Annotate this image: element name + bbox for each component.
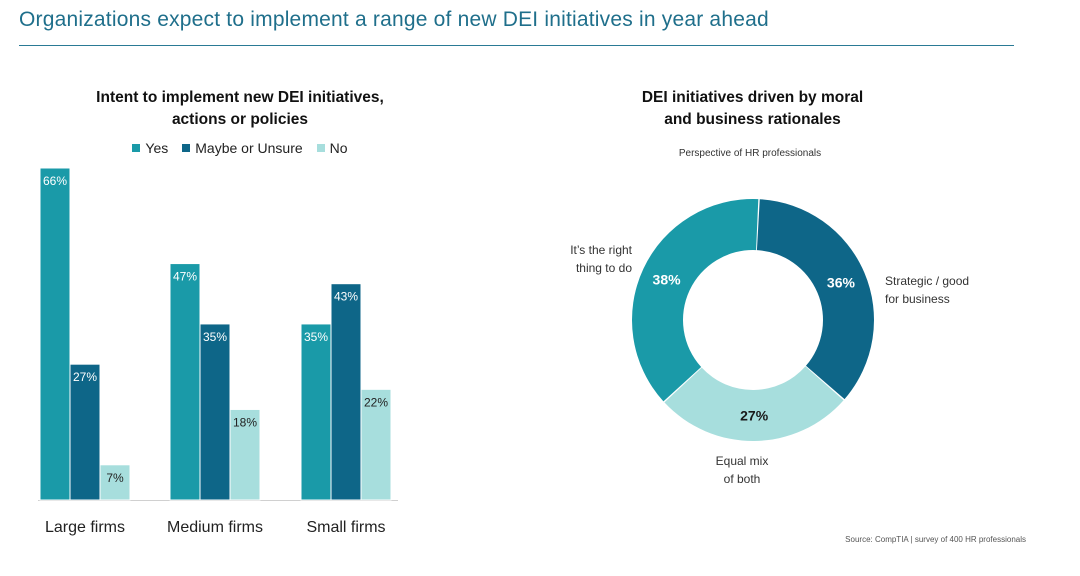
donut-slice-it-s-the-right-thing-to-do [632,199,759,402]
donut-callout-equal-mix-of-both-line-2: of both [724,472,761,486]
donut-chart-title-line-2: and business rationales [664,111,841,128]
category-label-small-firms: Small firms [306,519,385,536]
bar-medium-firms-no [229,408,261,501]
legend-swatch-maybe [182,144,191,152]
bar-small-firms-no [360,388,392,501]
source-note: Source: CompTIA | survey of 400 HR profe… [845,535,1026,544]
donut-chart-title-line-1: DEI initiatives driven by moral [641,89,864,106]
bar-large-firms-maybe-or-unsure [69,363,101,501]
donut-value-label-equal-mix-of-both: 27% [740,407,769,423]
category-label-medium-firms: Medium firms [167,519,263,536]
bar-value-label-large-firms-maybe-or-unsure: 27% [73,370,97,384]
legend-item-maybe: Maybe or Unsure [182,140,303,156]
legend-swatch-yes [132,144,141,152]
donut-callout-it-s-the-right-thing-to-do-line-2: thing to do [576,261,632,275]
bar-chart-title-line-2: actions or policies [171,111,309,128]
legend-item-no: No [316,140,348,156]
bar-small-firms-maybe-or-unsure [330,283,362,501]
bar-value-label-large-firms-yes: 66% [43,174,67,188]
category-label-large-firms: Large firms [45,519,125,536]
donut-slice-equal-mix-of-both [664,366,844,441]
bar-value-label-medium-firms-maybe-or-unsure: 35% [203,330,227,344]
donut-callout-strategic-good-for-business-line-1: Strategic / good [885,274,969,288]
donut-chart-subtitle: Perspective of HR professionals [678,148,822,159]
bar-value-label-medium-firms-no: 18% [233,415,257,429]
bar-chart-legend: Yes Maybe or Unsure No [100,140,380,156]
bar-small-firms-yes [300,323,332,501]
bar-value-label-large-firms-no: 7% [106,471,124,485]
bar-value-label-medium-firms-yes: 47% [173,270,197,284]
bar-chart-title-line-1: Intent to implement new DEI initiatives, [96,89,384,106]
page-title: Organizations expect to implement a rang… [19,8,769,31]
legend-label-no: No [329,140,348,156]
bar-medium-firms-maybe-or-unsure [199,323,231,501]
donut-slice-strategic-good-for-business [756,199,874,400]
bar-large-firms-yes [39,167,71,501]
donut-callout-equal-mix-of-both-line-1: Equal mix [716,454,769,468]
legend-label-maybe: Maybe or Unsure [195,140,303,156]
legend-swatch-no [316,144,325,152]
bar-value-label-small-firms-maybe-or-unsure: 43% [334,290,358,304]
donut-callout-strategic-good-for-business-line-2: for business [885,292,950,306]
bar-value-label-small-firms-no: 22% [364,395,388,409]
donut-value-label-it-s-the-right-thing-to-do: 38% [653,271,682,287]
legend-item-yes: Yes [132,140,168,156]
donut-callout-it-s-the-right-thing-to-do-line-1: It’s the right [570,243,632,257]
legend-label-yes: Yes [145,140,169,156]
bar-large-firms-no [99,464,131,501]
title-divider [19,45,1014,46]
bar-chart-title: Intent to implement new DEI initiatives,… [30,87,450,131]
donut-value-label-strategic-good-for-business: 36% [827,275,856,291]
bar-value-label-small-firms-yes: 35% [304,330,328,344]
bar-medium-firms-yes [169,263,201,501]
donut-chart-title: DEI initiatives driven by moral and busi… [560,87,945,131]
